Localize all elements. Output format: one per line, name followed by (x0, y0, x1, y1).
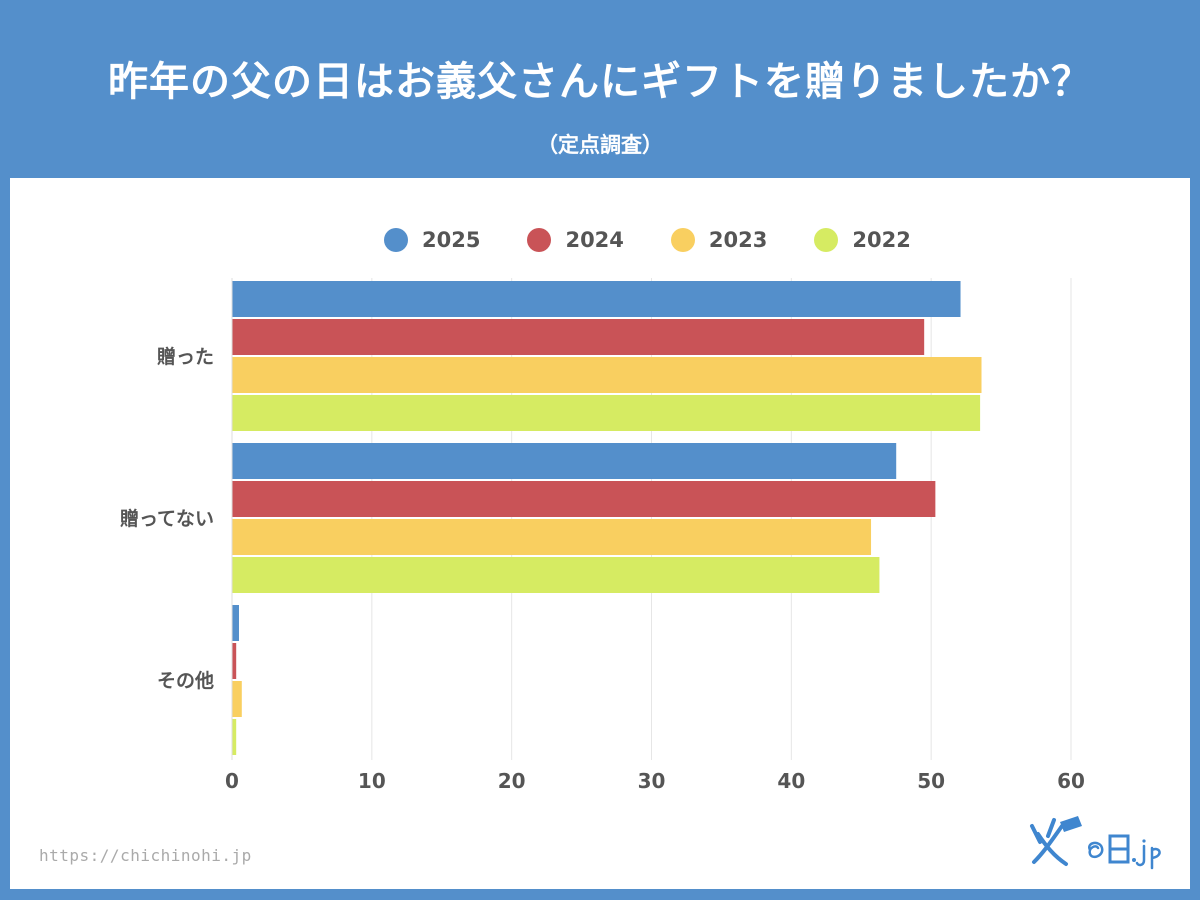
x-tick-label-30: 30 (638, 769, 666, 793)
bar-2024-0 (232, 319, 925, 355)
legend-marker-2022 (814, 228, 839, 252)
bar-2023-0 (232, 357, 982, 393)
legend-label-2024: 2024 (565, 228, 624, 252)
bar-2024-1 (232, 481, 936, 517)
bar-2023-1 (232, 519, 872, 555)
chart-subtitle: （定点調査） (537, 133, 663, 157)
bar-2025-0 (232, 281, 961, 317)
legend-marker-2023 (670, 228, 695, 252)
legend-label-2022: 2022 (852, 228, 911, 252)
bar-2025-1 (232, 443, 897, 479)
bar-2025-2 (232, 605, 239, 641)
x-tick-label-60: 60 (1057, 769, 1085, 793)
legend-item-2024: 2024 (527, 228, 624, 252)
x-tick-label-40: 40 (777, 769, 805, 793)
category-label-1: 贈ってない (120, 507, 214, 530)
legend-label-2025: 2025 (422, 228, 481, 252)
legend-label-2023: 2023 (708, 228, 768, 252)
bar-2024-2 (232, 643, 237, 679)
x-tick-label-0: 0 (225, 769, 239, 793)
legend-item-2023: 2023 (670, 228, 768, 252)
legend: 2025 2024 2023 2022 (384, 225, 958, 255)
source-url: https://chichinohi.jp (39, 846, 252, 865)
bar-2022-1 (232, 557, 880, 593)
category-label-2: その他 (157, 669, 214, 692)
chart-title: 昨年の父の日はお義父さんにギフトを贈りましたか？ (108, 59, 1092, 105)
category-label-0: 贈った (157, 345, 214, 368)
x-tick-label-10: 10 (358, 769, 386, 793)
bar-2023-2 (232, 681, 242, 717)
legend-item-2022: 2022 (814, 228, 911, 252)
legend-item-2025: 2025 (384, 228, 480, 252)
chichinohi-logo (1030, 816, 1161, 870)
bar-2022-2 (232, 719, 237, 755)
bar-2022-0 (232, 395, 981, 431)
x-tick-label-50: 50 (917, 769, 945, 793)
x-tick-label-20: 20 (498, 769, 526, 793)
legend-marker-2025 (384, 228, 408, 252)
legend-marker-2024 (527, 228, 552, 252)
